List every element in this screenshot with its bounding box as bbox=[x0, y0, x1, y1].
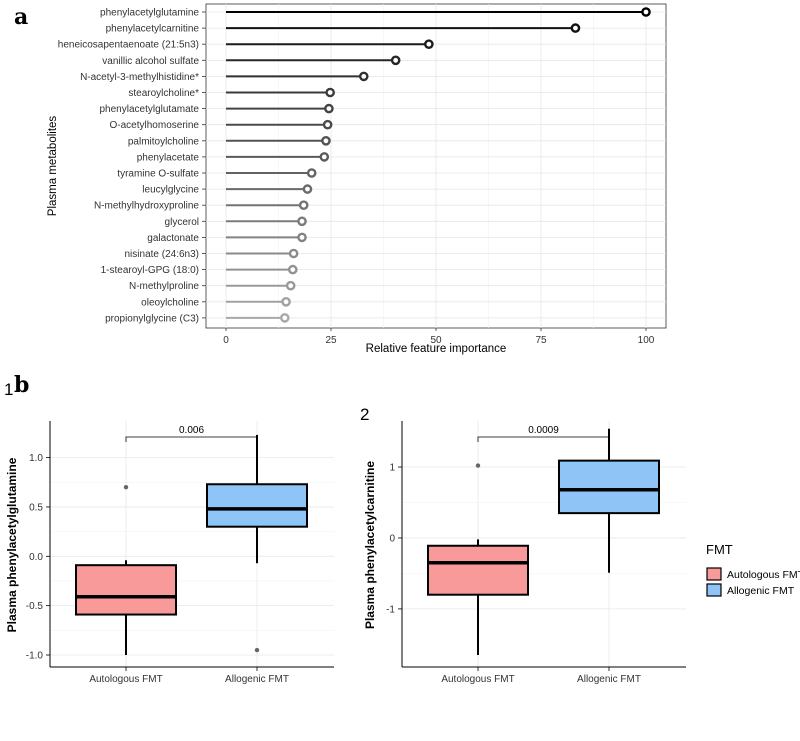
p-value-label: 0.0009 bbox=[528, 425, 559, 436]
lollipop-point bbox=[302, 184, 313, 194]
y-tick-labels-a: phenylacetylglutamine phenylacetylcarniti… bbox=[58, 8, 206, 324]
lollipop-point bbox=[324, 103, 334, 114]
x-tick-label: Autologous FMT bbox=[89, 674, 162, 685]
lollipop-point bbox=[287, 264, 298, 275]
y-tick-label: oleoylcholine bbox=[141, 297, 199, 308]
y-tick-label: propionylglycine (C3) bbox=[105, 313, 199, 324]
legend-label-autologous: Autologous FMT bbox=[727, 569, 800, 581]
x-tick-label: 50 bbox=[430, 335, 442, 346]
subpanel-1-label: 1 bbox=[4, 380, 13, 399]
y-axis-title-b1: Plasma phenylacetylglutamine bbox=[5, 457, 19, 632]
lollipop-point bbox=[279, 313, 290, 323]
x-tick-label: 25 bbox=[325, 335, 337, 346]
lollipop-marks bbox=[226, 7, 651, 323]
x-axis-title-a: Relative feature importance bbox=[366, 343, 507, 355]
lollipop-point bbox=[306, 168, 317, 178]
y-tick-label: galactonate bbox=[147, 233, 199, 244]
panel-b-label: b bbox=[14, 372, 29, 398]
box bbox=[558, 459, 660, 515]
lollipop-point bbox=[285, 280, 296, 291]
y-tick-label: 0 bbox=[389, 533, 395, 544]
legend-label-allogenic: Allogenic FMT bbox=[727, 585, 795, 597]
y-tick-label: phenylacetylglutamine bbox=[100, 8, 199, 19]
subpanel-2-label: 2 bbox=[360, 405, 369, 424]
y-tick-label: phenylacetylcarnitine bbox=[106, 24, 200, 35]
y-axis-title-b2: Plasma phenylacetylcarnitine bbox=[363, 461, 377, 629]
outlier-point bbox=[123, 485, 129, 490]
y-tick-label: glycerol bbox=[165, 217, 199, 228]
lollipop-point bbox=[288, 248, 299, 259]
y-tick-label: 0.5 bbox=[29, 502, 43, 513]
x-tick-label: 0 bbox=[223, 335, 229, 346]
y-tick-label: phenylacetylglutamate bbox=[99, 104, 199, 115]
y-axis-title-a: Plasma metabolites bbox=[47, 116, 59, 217]
box bbox=[427, 544, 529, 596]
y-tick-label: N-methylproline bbox=[129, 281, 199, 292]
x-tick-label: Allogenic FMT bbox=[225, 674, 289, 685]
lollipop-point bbox=[319, 152, 330, 162]
tick-labels-b1: 1.0 0.5 0.0 -0.5 -1.0 Autologous FMT Allogenic… bbox=[26, 453, 289, 685]
y-tick-label: tyramine O-sulfate bbox=[117, 169, 199, 180]
lollipop-point bbox=[322, 119, 333, 130]
x-tick-label: Autologous FMT bbox=[441, 674, 514, 685]
y-tick-label: O-acetylhomoserine bbox=[110, 120, 200, 131]
y-tick-label: 1.0 bbox=[29, 453, 43, 464]
y-tick-label: -1 bbox=[386, 604, 395, 615]
y-tick-label: 0.0 bbox=[29, 552, 43, 563]
lollipop-point bbox=[570, 23, 581, 33]
lollipop-point bbox=[358, 71, 369, 82]
y-tick-label: N-acetyl-3-methylhistidine* bbox=[80, 72, 199, 83]
boxplot-chart-2: 2 0.0009 1 0 -1 Autologous FMT Allogenic FMT… bbox=[360, 405, 686, 685]
tick-labels-b2: 1 0 -1 Autologous FMT Allogenic FMT bbox=[386, 463, 641, 685]
lollipop-point bbox=[641, 7, 651, 17]
lollipop-point bbox=[424, 39, 434, 50]
p-value-label: 0.006 bbox=[179, 425, 204, 436]
legend-swatch-allogenic bbox=[706, 583, 722, 597]
gridlines-b1 bbox=[50, 421, 334, 667]
y-tick-label: stearoylcholine* bbox=[128, 88, 199, 99]
outlier-point bbox=[475, 463, 481, 468]
gridlines-b2 bbox=[402, 421, 686, 667]
boxplot-chart-1: 1 0.006 1.0 0.5 0.0 -0.5 -1.0 Autologous FMT A… bbox=[4, 380, 334, 685]
y-tick-label: vanillic alcohol sulfate bbox=[102, 56, 199, 67]
y-tick-label: -1.0 bbox=[26, 651, 44, 662]
lollipop-point bbox=[281, 296, 291, 307]
legend-swatch-autologous bbox=[706, 567, 722, 581]
y-tick-label: leucylglycine bbox=[142, 185, 199, 196]
legend: FMT Autologous FMT Allogenic FMT bbox=[706, 542, 800, 597]
y-tick-label: heneicosapentaenoate (21:5n3) bbox=[58, 40, 199, 51]
y-tick-label: nisinate (24:6n3) bbox=[125, 249, 200, 260]
box bbox=[206, 483, 308, 528]
lollipop-point bbox=[321, 135, 331, 146]
lollipop-chart: phenylacetylglutamine phenylacetylcarniti… bbox=[47, 3, 667, 355]
box bbox=[75, 564, 177, 616]
significance-bracket bbox=[477, 436, 610, 442]
y-tick-label: N-methylhydroxyproline bbox=[94, 201, 199, 212]
lollipop-point bbox=[297, 232, 307, 243]
y-tick-label: phenylacetate bbox=[137, 152, 200, 163]
x-tick-label: 75 bbox=[535, 335, 547, 346]
x-tick-label: Allogenic FMT bbox=[577, 674, 641, 685]
significance-bracket bbox=[125, 436, 258, 442]
y-tick-label: 1-stearoyl-GPG (18:0) bbox=[101, 265, 199, 276]
boxplot-marks-1: 0.006 bbox=[75, 425, 308, 655]
x-tick-labels-a: 0 25 50 75 100 bbox=[223, 328, 655, 346]
lollipop-point bbox=[390, 55, 401, 66]
y-tick-label: palmitoylcholine bbox=[128, 136, 200, 147]
y-tick-label: -0.5 bbox=[26, 601, 44, 612]
boxplot-marks-2: 0.0009 bbox=[427, 425, 660, 655]
panel-a-label: a bbox=[14, 4, 28, 30]
lollipop-point bbox=[325, 87, 335, 98]
outlier-point bbox=[254, 647, 260, 653]
lollipop-point bbox=[298, 200, 309, 210]
y-tick-label: 1 bbox=[389, 463, 395, 474]
legend-title: FMT bbox=[706, 542, 733, 557]
lollipop-point bbox=[297, 216, 307, 227]
x-tick-label: 100 bbox=[638, 335, 655, 346]
